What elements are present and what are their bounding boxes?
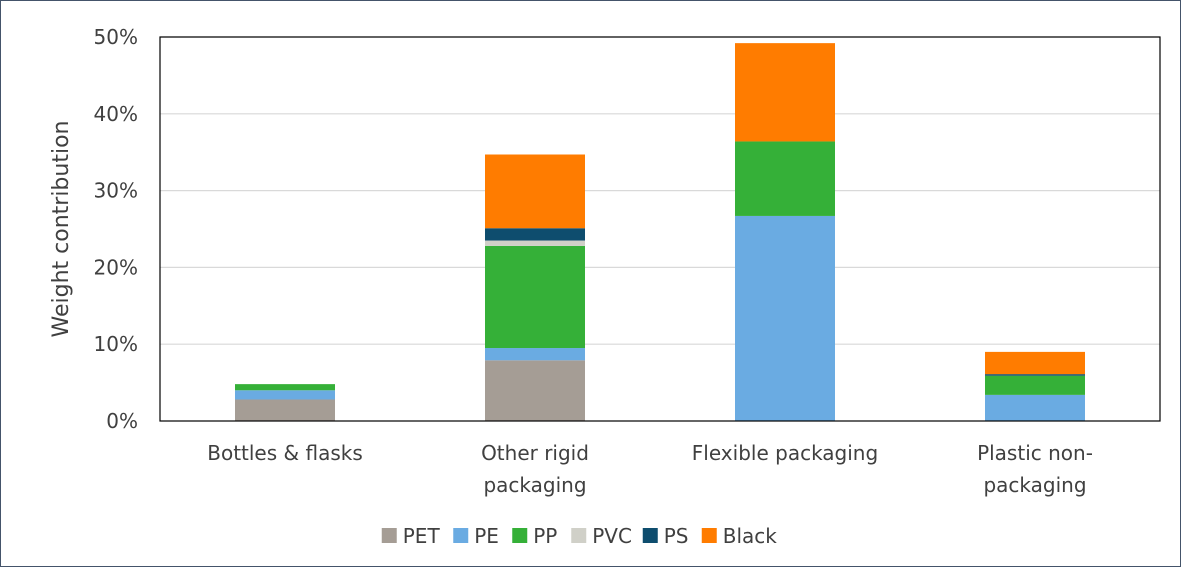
gridlines xyxy=(160,36,1160,345)
y-axis-label: Weight contribution xyxy=(49,121,74,338)
bar-segment-ps xyxy=(485,228,585,241)
legend-label: PET xyxy=(403,524,441,548)
y-tick-labels: 0% 10% 20% 30% 40% 50% xyxy=(94,25,138,433)
legend-swatch-black xyxy=(701,528,717,543)
legend: PET PE PP PVC PS Black xyxy=(381,524,778,548)
x-category-label: packaging xyxy=(483,473,586,497)
y-tick-label: 50% xyxy=(94,25,138,49)
legend-label: PE xyxy=(474,524,499,548)
bars xyxy=(235,43,1085,421)
legend-swatch-pet xyxy=(381,528,397,543)
y-tick-label: 30% xyxy=(94,179,138,203)
legend-swatch-pe xyxy=(453,528,469,543)
x-category-label: packaging xyxy=(983,473,1086,497)
bar-segment-black xyxy=(985,351,1085,375)
bar-segment-pe xyxy=(485,348,585,361)
x-category-labels: Bottles & flasks Other rigid packaging Flex… xyxy=(207,441,1093,497)
bar-segment-pvc xyxy=(485,240,585,246)
bar-segment-pp xyxy=(735,141,835,216)
bar-segment-pe xyxy=(985,394,1085,421)
bar-segment-pet xyxy=(235,399,335,421)
y-tick-label: 0% xyxy=(106,409,138,433)
bar-segment-pp xyxy=(485,245,585,349)
legend-label: PP xyxy=(533,524,557,548)
bar-segment-ps xyxy=(985,374,1085,376)
bar-segment-pp xyxy=(985,375,1085,395)
x-category-label: Plastic non- xyxy=(977,441,1093,465)
legend-swatch-pvc xyxy=(571,528,587,543)
bar-segment-pe xyxy=(735,215,835,421)
bar-segment-black xyxy=(485,154,585,229)
y-tick-label: 40% xyxy=(94,102,138,126)
y-tick-label: 20% xyxy=(94,255,138,279)
bar-segment-black xyxy=(735,43,835,142)
x-category-label: Flexible packaging xyxy=(692,441,878,465)
y-tick-label: 10% xyxy=(94,332,138,356)
plot-area-border xyxy=(159,36,1161,422)
x-category-label: Other rigid xyxy=(481,441,589,465)
x-category-label: Bottles & flasks xyxy=(207,441,363,465)
bar-segment-pet xyxy=(485,360,585,421)
bar-segment-pp xyxy=(235,384,335,391)
legend-label: Black xyxy=(723,524,778,548)
legend-label: PVC xyxy=(592,524,632,548)
axes xyxy=(159,36,1161,422)
legend-label: PS xyxy=(664,524,689,548)
bar-segment-pe xyxy=(235,390,335,400)
legend-swatch-pp xyxy=(512,528,528,543)
legend-swatch-ps xyxy=(642,528,658,543)
